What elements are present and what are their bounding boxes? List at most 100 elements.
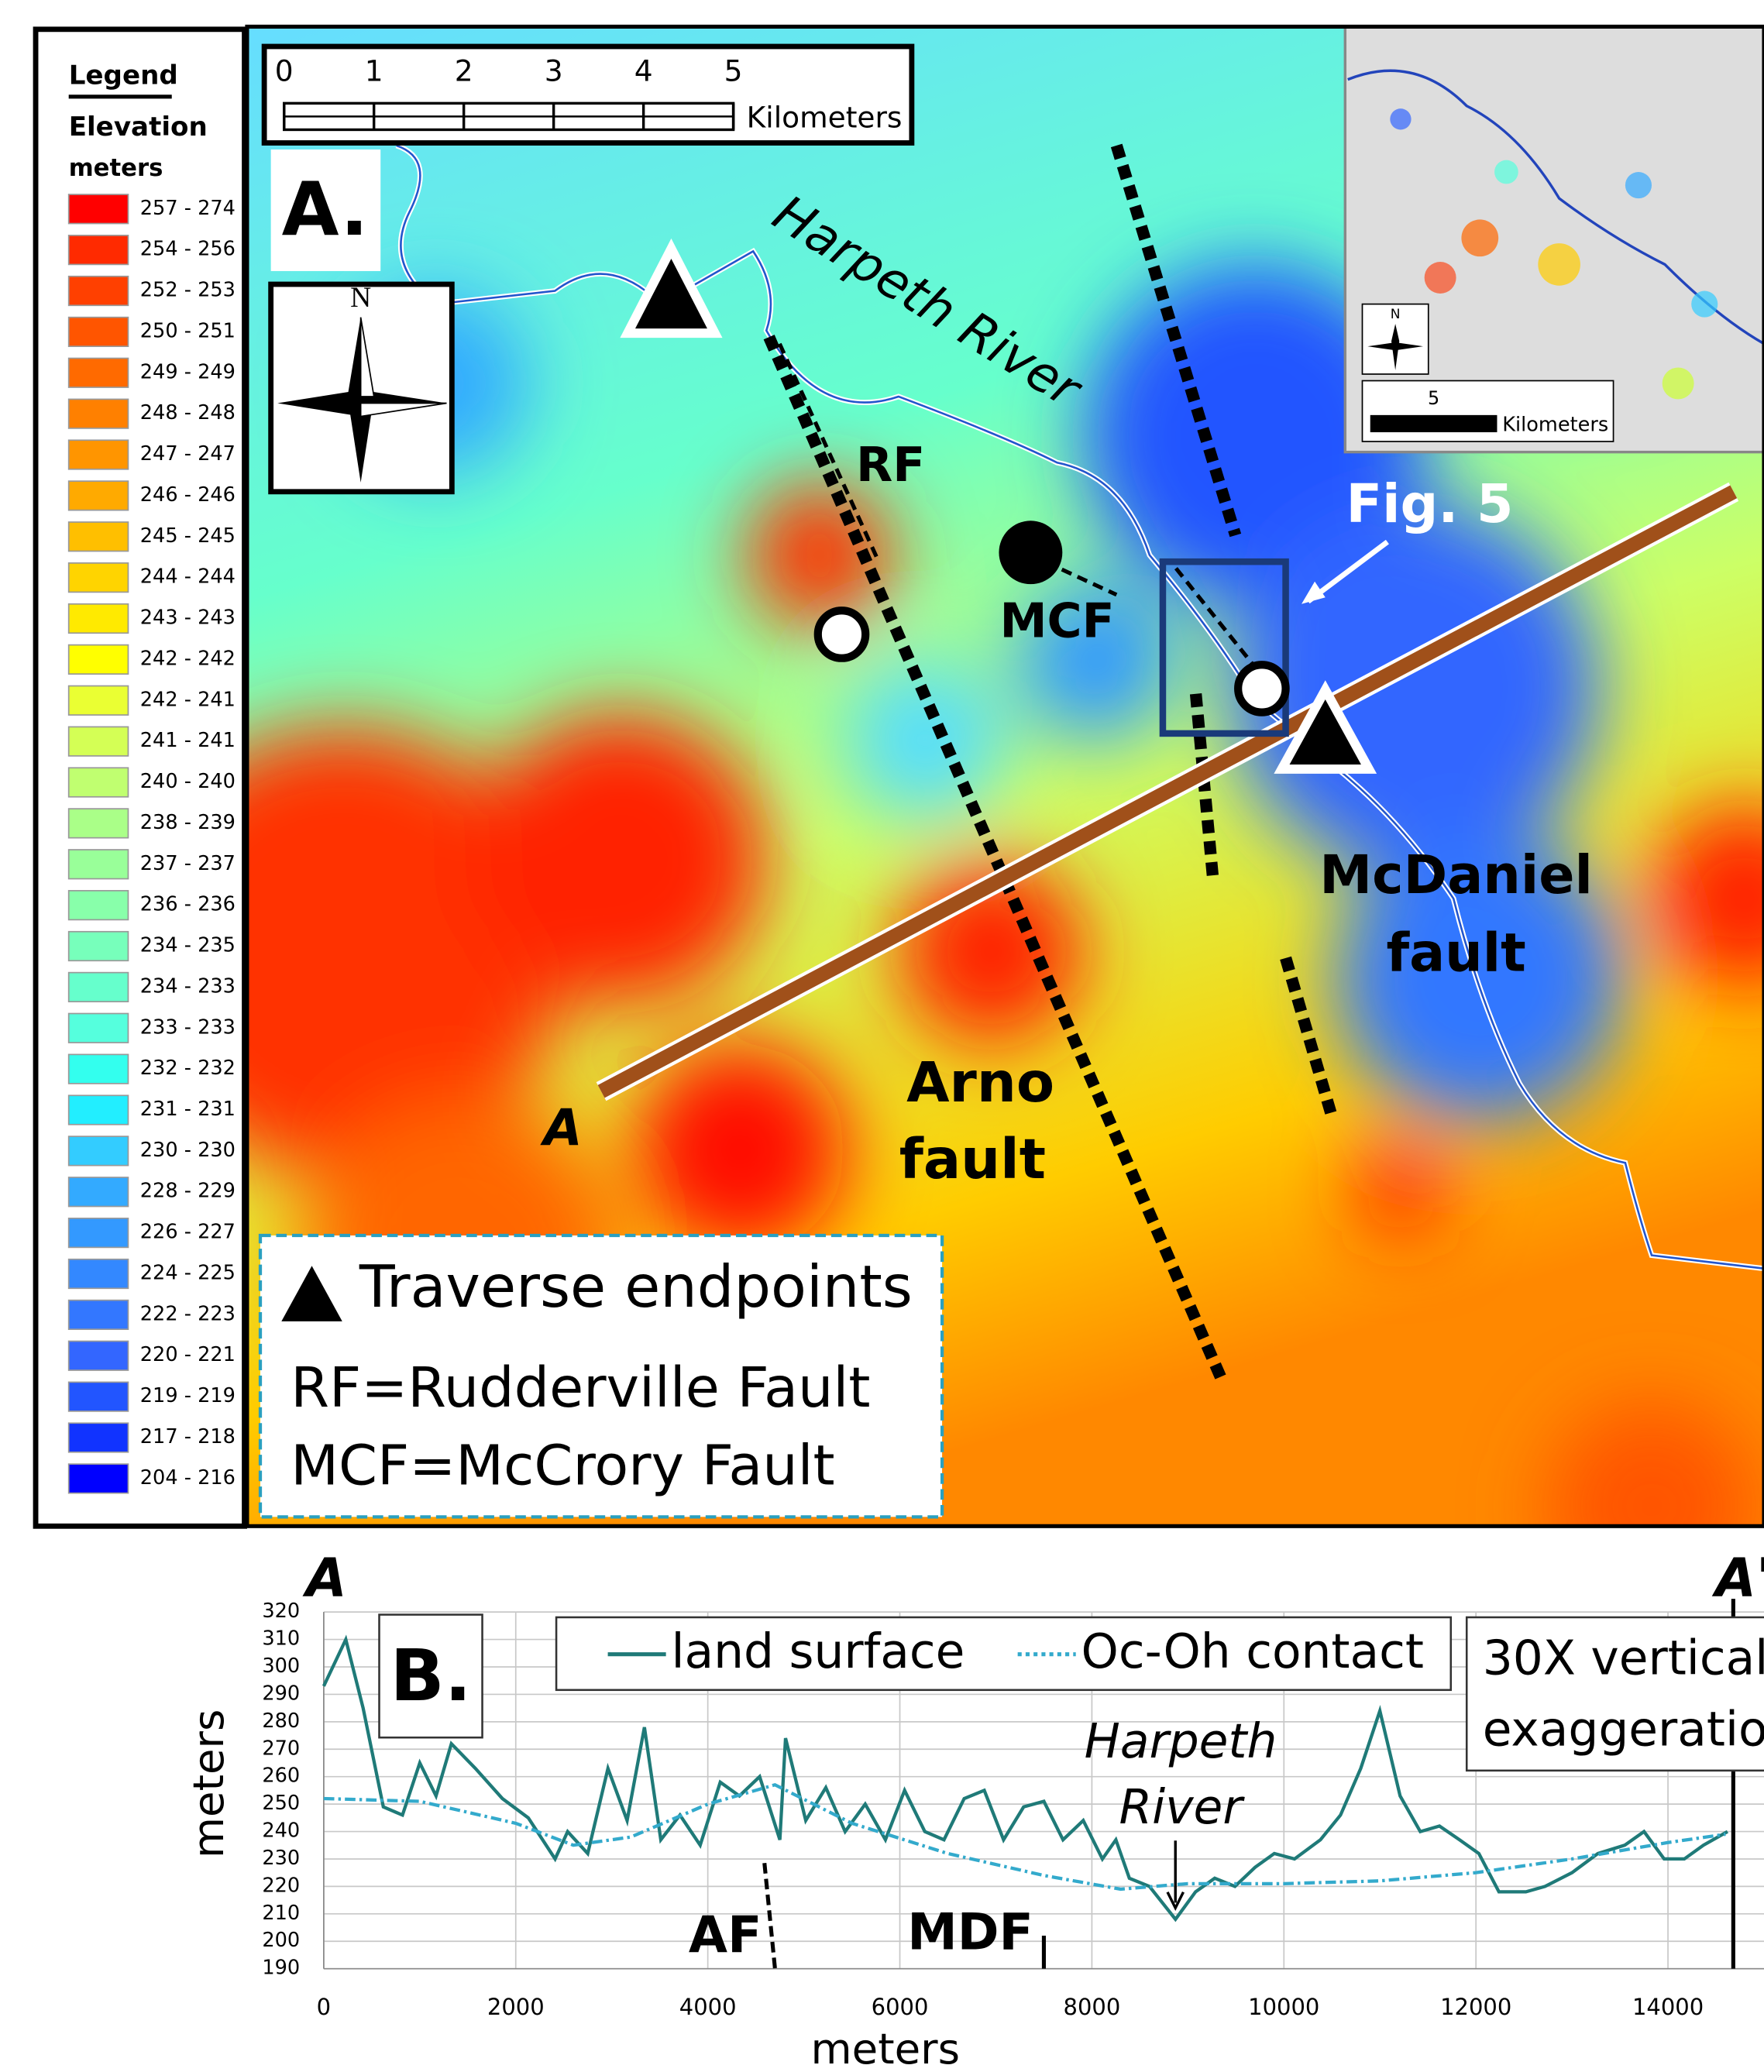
legend-label: 254 - 256 <box>140 238 236 261</box>
y-tick-label: 210 <box>262 1902 300 1925</box>
legend-label: 245 - 245 <box>140 524 236 548</box>
legend-swatch <box>69 1054 129 1084</box>
legend-swatch <box>69 1423 129 1452</box>
inset-scale: 5 <box>1428 387 1439 409</box>
page: Harpeth River RF MCF Fig. 5 McDaniel fau… <box>36 26 1764 2072</box>
legend-swatch <box>69 932 129 961</box>
legend-label: 249 - 249 <box>140 360 236 383</box>
legend-swatch <box>69 318 129 347</box>
legend-label: 257 - 274 <box>140 197 236 220</box>
legend-label: 252 - 253 <box>140 279 236 302</box>
legend-units: meters <box>69 155 163 182</box>
profile-chart: 1902002102202302402502602702802903003103… <box>184 1548 1764 2072</box>
legend-swatch <box>69 727 129 756</box>
note: 30X vertical <box>1483 1630 1764 1685</box>
fault-label: MDF <box>907 1904 1033 1962</box>
legend-label: 240 - 240 <box>140 770 236 793</box>
map-label: McDaniel <box>1319 845 1593 906</box>
legend-swatch <box>69 1341 129 1370</box>
y-tick-label: 260 <box>262 1764 300 1788</box>
legend-swatch <box>69 1301 129 1330</box>
legend-label: 217 - 218 <box>140 1425 236 1448</box>
y-tick-label: 290 <box>262 1682 300 1705</box>
map-label: RF <box>856 438 925 493</box>
legend-swatch <box>69 645 129 675</box>
north-label: N <box>350 282 371 314</box>
x-tick-label: 8000 <box>1064 1994 1121 2020</box>
inset-north: N <box>1391 307 1401 322</box>
legend-label: 228 - 229 <box>140 1180 236 1203</box>
legend-swatch <box>69 891 129 920</box>
x-tick-label: 4000 <box>679 1994 737 2020</box>
legend-swatch <box>69 1136 129 1166</box>
x-tick-label: 14000 <box>1632 1994 1704 2020</box>
legend-swatch <box>69 1177 129 1207</box>
legend-swatch <box>69 481 129 510</box>
legend-swatch <box>69 1218 129 1248</box>
inset-unit: Kilometers <box>1502 414 1608 437</box>
scale-tick-label: 2 <box>455 54 473 88</box>
legend-label: 204 - 216 <box>140 1466 236 1490</box>
legend-label: 244 - 244 <box>140 565 236 589</box>
legend-label: 220 - 221 <box>140 1343 236 1366</box>
legend-subtitle: Elevation <box>69 112 208 143</box>
fault-label: AF <box>689 1906 762 1964</box>
panel-label: B. <box>390 1634 471 1717</box>
key-item: MCF=McCrory Fault <box>291 1433 834 1497</box>
legend-swatch <box>69 194 129 224</box>
map-label: fault <box>1386 923 1525 984</box>
legend-swatch <box>69 399 129 428</box>
key-item: Traverse endpoints <box>359 1252 913 1321</box>
legend-swatch <box>69 768 129 797</box>
x-tick-label: 10000 <box>1248 1994 1319 2020</box>
annotation: Harpeth <box>1085 1714 1277 1769</box>
legend-swatch <box>69 973 129 1002</box>
legend-label: 224 - 225 <box>140 1262 236 1285</box>
map-label: A <box>540 1099 583 1157</box>
scale-unit: Kilometers <box>747 100 903 134</box>
y-tick-label: 200 <box>262 1929 300 1952</box>
y-tick-label: 240 <box>262 1819 300 1843</box>
fault-point <box>999 521 1062 584</box>
y-tick-label: 270 <box>262 1737 300 1760</box>
scale-tick-label: 1 <box>365 54 383 88</box>
y-tick-label: 310 <box>262 1627 300 1651</box>
fault-point <box>818 610 865 658</box>
scale-tick-label: 3 <box>545 54 563 88</box>
legend-label: 234 - 235 <box>140 934 236 957</box>
note: exaggeration <box>1483 1702 1764 1757</box>
legend-label: 236 - 236 <box>140 893 236 916</box>
map-label: Arno <box>906 1050 1054 1115</box>
legend-swatch <box>69 1464 129 1493</box>
legend-label: 222 - 223 <box>140 1302 236 1325</box>
map-label: MCF <box>999 593 1114 648</box>
y-tick-label: 300 <box>262 1655 300 1678</box>
legend-swatch <box>69 1014 129 1043</box>
legend-swatch <box>69 235 129 265</box>
legend-swatch <box>69 1382 129 1411</box>
legend-label: 231 - 231 <box>140 1098 236 1121</box>
legend-label: 242 - 241 <box>140 688 236 711</box>
legend-label: 247 - 247 <box>140 442 236 466</box>
legend-label: 248 - 248 <box>140 401 236 424</box>
panel-label: A. <box>282 166 369 253</box>
legend-label: 233 - 233 <box>140 1015 236 1039</box>
x-tick-label: 12000 <box>1440 1994 1511 2020</box>
legend-label: Oc-Oh contact <box>1081 1624 1424 1679</box>
legend-label: 237 - 237 <box>140 852 236 875</box>
legend-swatch <box>69 686 129 716</box>
legend-label: 219 - 219 <box>140 1384 236 1407</box>
legend-label: 241 - 241 <box>140 729 236 752</box>
map-label: Fig. 5 <box>1346 474 1514 535</box>
x-axis-label: meters <box>810 2024 960 2072</box>
legend-label: 230 - 230 <box>140 1139 236 1162</box>
legend-label: 232 - 232 <box>140 1057 236 1080</box>
legend-swatch <box>69 563 129 593</box>
legend-label: 243 - 243 <box>140 606 236 630</box>
legend-swatch <box>69 1095 129 1125</box>
y-axis-label: meters <box>184 1709 233 1859</box>
x-tick-label: 6000 <box>872 1994 929 2020</box>
y-tick-label: 220 <box>262 1874 300 1897</box>
legend-swatch <box>69 604 129 634</box>
legend-label: 238 - 239 <box>140 811 236 834</box>
